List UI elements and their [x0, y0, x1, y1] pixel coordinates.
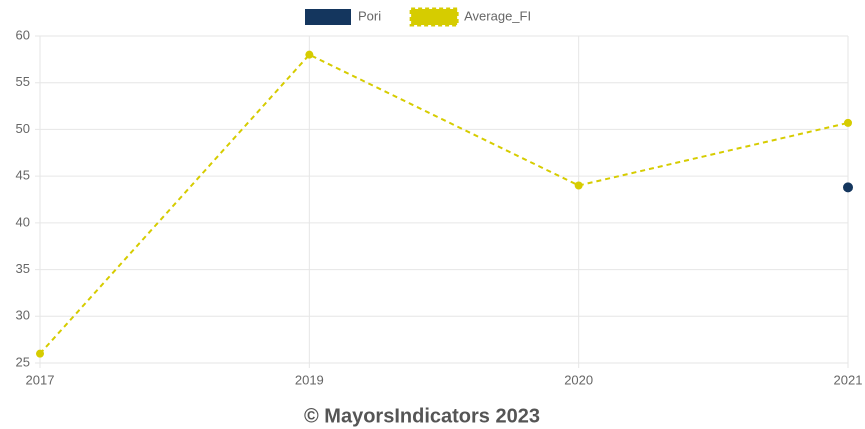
y-tick-label: 30 — [16, 308, 30, 323]
y-tick-label: 45 — [16, 168, 30, 183]
x-tick-label: 2020 — [564, 372, 593, 387]
legend-label: Pori — [358, 8, 381, 23]
point — [843, 182, 853, 193]
footer: © MayorsIndicators 2023 — [304, 405, 540, 427]
series-line — [39, 53, 849, 355]
legend-label: Average_FI — [464, 8, 531, 23]
y-tick-label: 60 — [16, 27, 30, 42]
point — [305, 50, 314, 59]
y-tick-label: 25 — [16, 354, 30, 369]
y-tick-label: 55 — [16, 74, 30, 89]
legend-swatch — [305, 9, 351, 25]
point — [574, 181, 583, 190]
point — [844, 118, 852, 127]
x-tick-label: 2019 — [295, 372, 324, 387]
y-tick-label: 50 — [16, 121, 30, 136]
x-tick-label: 2017 — [26, 372, 55, 387]
x-tick-label: 2021 — [834, 372, 863, 387]
point — [36, 349, 44, 358]
y-tick-label: 35 — [16, 261, 30, 276]
legend-swatch — [409, 7, 459, 27]
y-tick-label: 40 — [16, 214, 30, 229]
